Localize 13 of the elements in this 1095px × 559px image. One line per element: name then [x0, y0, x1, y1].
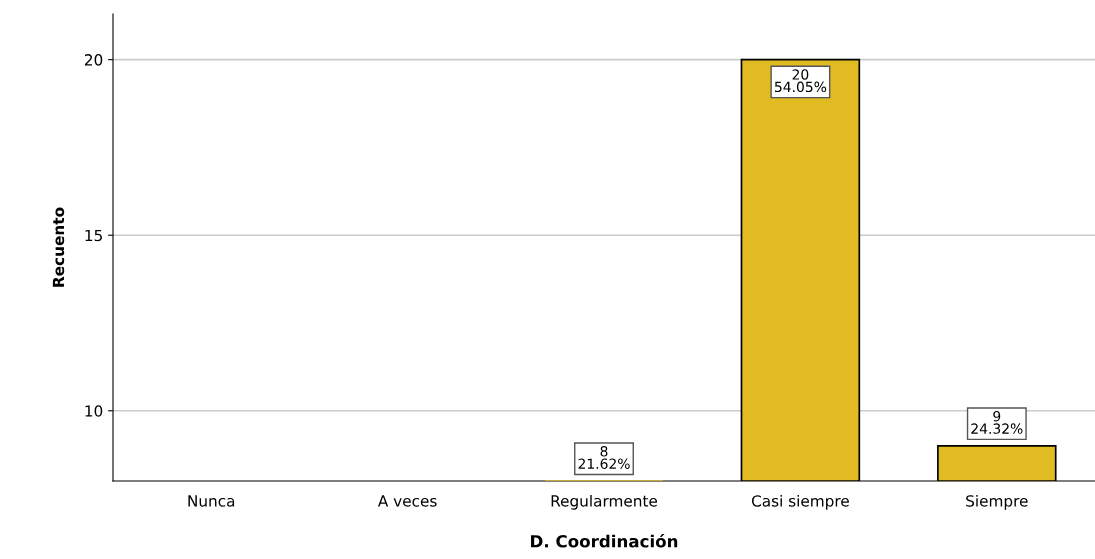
x-tick-label: Nunca: [188, 495, 235, 507]
data-label: 8 21.62%: [578, 446, 630, 469]
y-tick-label: 10: [85, 405, 103, 417]
x-tick-label: Siempre: [966, 494, 1028, 510]
y-tick-label: 15: [85, 229, 102, 242]
x-tick-label: Regularmente: [551, 494, 658, 510]
data-label: 9 24.32%: [971, 410, 1023, 434]
y-tick-label: 20: [84, 54, 103, 66]
x-axis-title: D. Coordinación: [531, 534, 678, 548]
x-tick-label: Casi siempre: [751, 494, 849, 510]
y-axis-title: Recuento: [52, 207, 65, 287]
data-label: 20 54.05%: [774, 69, 827, 93]
x-tick-label: A veces: [377, 495, 437, 507]
